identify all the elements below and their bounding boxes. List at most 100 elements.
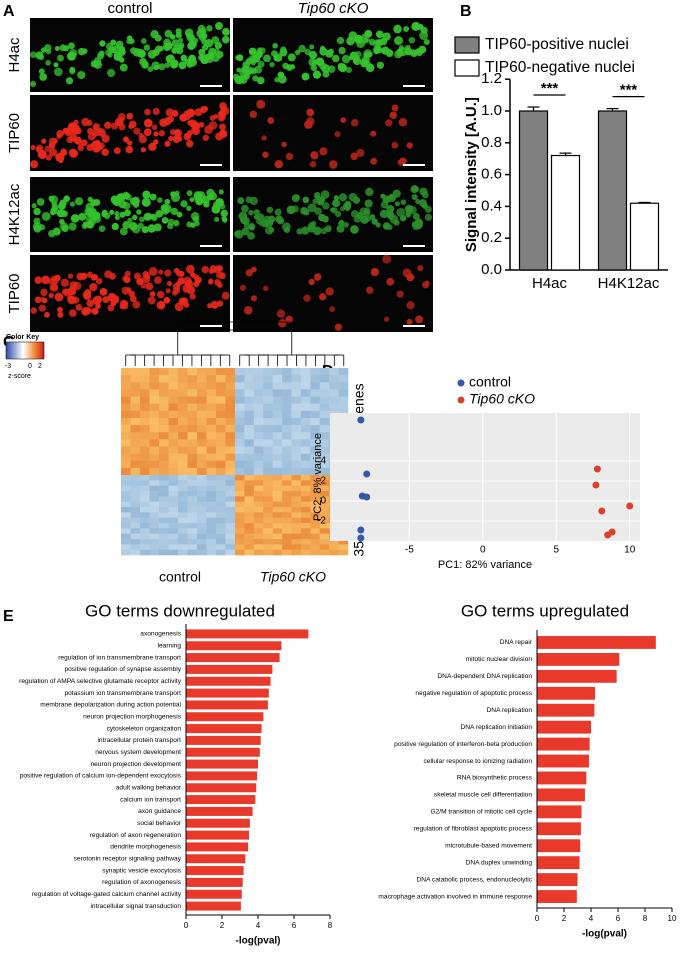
heatmap-cell: [225, 396, 236, 404]
heatmap-cell: [235, 446, 245, 454]
x-tick-label: 0: [535, 914, 540, 923]
nucleus: [93, 60, 102, 69]
nucleus: [318, 213, 326, 222]
nucleus: [389, 111, 398, 119]
heatmap-cell: [178, 432, 188, 440]
bar: [186, 818, 250, 828]
y-tick-label: -2: [317, 516, 326, 527]
nucleus: [56, 129, 64, 138]
heatmap-cell: [225, 467, 236, 476]
heatmap-cell: [130, 533, 141, 540]
nucleus: [319, 47, 328, 56]
y-tick-label: 0.0: [481, 261, 502, 278]
bar: [186, 901, 241, 911]
nucleus: [287, 53, 296, 62]
heatmap-cell: [149, 517, 160, 524]
heatmap-cell: [130, 501, 141, 508]
heatmap-cell: [168, 549, 179, 556]
heatmap-cell: [263, 389, 273, 397]
heatmap-cell: [253, 403, 264, 412]
heatmap-cell: [121, 523, 131, 529]
category-label: social behavior: [137, 820, 182, 827]
heatmap-cell: [263, 496, 273, 502]
heatmap-cell: [216, 533, 226, 540]
point: [363, 493, 371, 501]
nucleus: [375, 222, 381, 228]
y-tick-label: 4: [320, 456, 326, 467]
heatmap-cell: [310, 432, 321, 440]
category-label: potassium ion transmembrane transport: [64, 690, 181, 697]
bar: [537, 873, 578, 887]
heatmap-cell: [121, 460, 131, 469]
heatmap-cell: [216, 544, 226, 550]
heatmap-cell: [338, 403, 349, 412]
heatmap-cell: [263, 432, 273, 440]
nucleus: [410, 185, 419, 194]
heatmap-cell: [244, 496, 255, 502]
heatmap-cell: [235, 528, 245, 534]
heatmap-cell: [235, 533, 245, 540]
nucleus: [186, 264, 195, 274]
nucleus: [49, 283, 59, 292]
heatmap-cell: [338, 544, 349, 550]
heatmap-cell: [272, 403, 283, 412]
nucleus: [114, 210, 120, 217]
bar: [537, 856, 580, 870]
nucleus: [199, 106, 207, 114]
heatmap-cell: [149, 382, 160, 390]
nucleus: [99, 287, 108, 296]
micrograph: [233, 95, 433, 171]
nucleus: [334, 323, 343, 331]
heatmap-cell: [235, 480, 245, 486]
heatmap-cell: [329, 375, 339, 383]
heatmap-cell: [178, 460, 188, 469]
category-label: intracellular signal transduction: [90, 903, 181, 910]
nucleus: [211, 53, 220, 63]
nucleus: [110, 195, 119, 204]
heatmap-cell: [244, 512, 255, 518]
heatmap-cell: [121, 491, 131, 497]
nucleus: [206, 188, 215, 197]
heatmap-cell: [235, 512, 245, 518]
heatmap-cell: [319, 517, 330, 524]
heatmap-cell: [319, 446, 330, 454]
heatmap-cell: [272, 528, 283, 534]
nucleus: [415, 198, 421, 205]
nucleus: [192, 215, 200, 223]
nucleus: [234, 229, 244, 239]
nucleus: [302, 196, 310, 204]
heatmap-cell: [159, 517, 169, 524]
y-axis-label: PC2: 8% variance: [312, 433, 324, 521]
nucleus: [396, 290, 404, 298]
heatmap-cell: [300, 512, 311, 518]
heatmap-cell: [197, 453, 207, 462]
heatmap-cell: [282, 432, 292, 440]
heatmap-cell: [216, 467, 226, 476]
heatmap-cell: [319, 396, 330, 404]
heatmap-cell: [149, 528, 160, 534]
nucleus: [35, 144, 44, 152]
heatmap-cell: [149, 496, 160, 502]
point: [357, 534, 365, 542]
nucleus: [399, 214, 407, 222]
heatmap-cell: [187, 453, 198, 462]
nucleus: [363, 207, 371, 215]
heatmap-cell: [338, 375, 349, 383]
heatmap-cell: [244, 410, 255, 419]
x-axis-label: PC1: 82% variance: [438, 559, 532, 571]
heatmap-cell: [225, 491, 236, 497]
nucleus: [253, 209, 260, 216]
nucleus: [115, 117, 124, 127]
heatmap-cell: [216, 403, 226, 412]
heatmap-cell: [168, 480, 179, 486]
heatmap-cell: [197, 539, 207, 545]
nucleus: [153, 131, 159, 137]
nucleus: [303, 209, 310, 216]
heatmap-cell: [178, 389, 188, 397]
nucleus: [319, 147, 328, 156]
heatmap-cell: [178, 523, 188, 529]
heatmap-cell: [291, 480, 302, 486]
nucleus: [187, 41, 196, 51]
heatmap-cell: [300, 446, 311, 454]
